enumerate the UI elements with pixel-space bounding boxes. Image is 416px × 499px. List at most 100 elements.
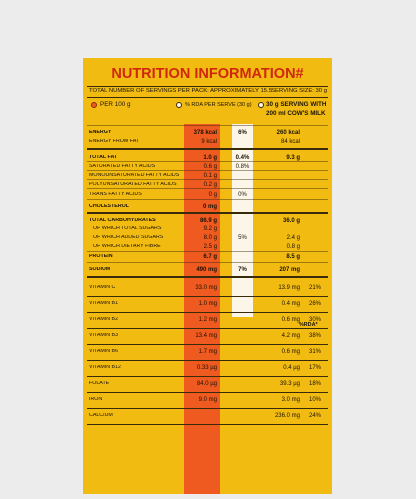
per-100g-value: 33.0 mg	[195, 285, 217, 291]
with-milk-rda-value: 38%	[308, 333, 321, 339]
nutrient-label: IRON	[89, 397, 103, 402]
nutrient-label: OF WHICH ADDED SUGARS	[93, 235, 164, 240]
divider	[87, 86, 328, 87]
nutrient-label: VITAMIN C	[89, 285, 116, 290]
with-milk-value: 2.4 g	[286, 235, 300, 241]
per-100g-value: 0.2 g	[203, 182, 217, 188]
row-divider	[87, 392, 328, 393]
nutrient-label: FOLATE	[89, 381, 110, 386]
row-divider	[87, 262, 328, 263]
with-milk-rda-value: 17%	[308, 365, 321, 371]
row-divider	[87, 344, 328, 345]
with-milk-value: 0.8 g	[286, 244, 300, 250]
nutrient-label: TOTAL FAT	[89, 155, 118, 160]
with-milk-value: 3.0 mg	[281, 397, 300, 403]
nutrient-label: ENERGY	[89, 130, 112, 135]
nutrient-label: VITAMIN B1	[89, 301, 119, 306]
rda-bullet-icon	[176, 102, 182, 108]
nutrient-label: SATURATED FATTY ACIDS	[89, 164, 156, 169]
nutrient-label: POLYUNSATURATED FATTY ACIDS	[89, 182, 177, 187]
with-milk-rda-value: 31%	[308, 349, 321, 355]
per-100g-value: 2.5 g	[203, 244, 217, 250]
rda-per-serve-value: 5%	[238, 235, 247, 241]
per-100g-value: 0.1 g	[203, 173, 217, 179]
with-milk-value: 4.2 mg	[281, 333, 300, 339]
per-100g-value: 86.9 g	[199, 218, 217, 224]
per-100g-value: 9.2 g	[203, 226, 217, 232]
nutrient-label: PROTEIN	[89, 254, 113, 259]
per-100g-value: 0 mg	[202, 204, 217, 210]
per-100g-value: 8.0 g	[203, 235, 217, 241]
row-divider	[87, 179, 328, 180]
per-100g-bullet-icon	[91, 102, 97, 108]
with-milk-value: 13.9 mg	[278, 285, 300, 291]
per-100g-column-band	[184, 124, 220, 494]
with-milk-value: 207 mg	[279, 267, 300, 273]
with-milk-rda-value: 21%	[308, 285, 321, 291]
with-milk-value: 9.3 g	[286, 155, 300, 161]
row-divider	[87, 212, 328, 214]
rda-per-serve-value: 0.8%	[235, 164, 250, 170]
with-milk-value: 36.0 g	[282, 218, 300, 224]
per-100g-value: 378 kcal	[193, 130, 217, 136]
row-divider	[87, 328, 328, 329]
with-milk-value: 84 kcal	[280, 139, 300, 145]
nutrient-label: SODIUM	[89, 267, 111, 272]
nutrient-label: OF WHICH TOTAL SUGARS	[93, 226, 162, 231]
with-milk-value: 0.6 mg	[281, 349, 300, 355]
with-milk-value: 0.6 mg	[281, 317, 300, 323]
with-milk-value: 260 kcal	[276, 130, 300, 136]
per-100g-value: 490 mg	[196, 267, 217, 273]
rda-per-serve-value: 7%	[238, 267, 247, 273]
nutrient-label: VITAMIN B3	[89, 333, 119, 338]
per-100g-value: 6.7 g	[203, 254, 217, 260]
per-100g-value: 9 kcal	[201, 139, 217, 145]
nutrition-panel: NUTRITION INFORMATION# TOTAL NUMBER OF S…	[83, 58, 332, 494]
with-milk-rda-value: 26%	[308, 301, 321, 307]
row-divider	[87, 148, 328, 150]
rda-column-band	[232, 124, 253, 317]
with-milk-value: 39.3 µg	[279, 381, 300, 387]
serving-size: SERVING SIZE: 30 g	[271, 88, 327, 94]
nutrient-label: OF WHICH DIETARY FIBRE	[93, 244, 161, 249]
divider	[87, 97, 328, 98]
column-header-rda: % RDA PER SERVE (30 g)	[185, 102, 252, 108]
row-divider	[87, 312, 328, 313]
per-100g-value: 84.0 µg	[196, 381, 217, 387]
rda-header: %RDA*	[299, 322, 318, 328]
row-divider	[87, 251, 328, 252]
nutrient-label: CALCIUM	[89, 413, 113, 418]
row-divider	[87, 360, 328, 361]
rda-per-serve-value: 0.4%	[235, 155, 250, 161]
with-milk-rda-value: 18%	[308, 381, 321, 387]
per-100g-value: 0 g	[208, 192, 217, 198]
per-100g-value: 1.0 g	[203, 155, 217, 161]
row-divider	[87, 424, 328, 425]
row-divider	[87, 376, 328, 377]
per-100g-value: 1.2 mg	[198, 317, 217, 323]
rda-per-serve-value: 6%	[238, 130, 247, 136]
nutrient-label: TOTAL CARBOHYDRATES	[89, 218, 156, 223]
per-100g-value: 9.0 mg	[198, 397, 217, 403]
nutrient-label: ENERGY FROM FAT	[89, 139, 140, 144]
with-milk-rda-value: 24%	[308, 413, 321, 419]
nutrient-label: VITAMIN B12	[89, 365, 121, 370]
panel-title: NUTRITION INFORMATION#	[111, 66, 304, 82]
row-divider	[87, 296, 328, 297]
row-divider	[87, 408, 328, 409]
with-milk-value: 236.0 mg	[274, 413, 300, 419]
rda-per-serve-value: 0%	[238, 192, 247, 198]
row-divider	[87, 170, 328, 171]
nutrient-label: MONOUNSATURATED FATTY ACIDS	[89, 173, 180, 178]
nutrient-label: VITAMIN B6	[89, 349, 119, 354]
row-divider	[87, 276, 328, 278]
column-header-with-milk-line1: 30 g SERVING WITH	[266, 101, 327, 108]
with-milk-value: 0.4 mg	[281, 301, 300, 307]
row-divider	[87, 125, 328, 126]
with-milk-value: 8.5 g	[286, 254, 300, 260]
per-100g-value: 0.33 µg	[196, 365, 217, 371]
per-100g-value: 1.0 mg	[198, 301, 217, 307]
column-header-per-100g: PER 100 g	[100, 101, 131, 108]
per-100g-value: 13.4 mg	[195, 333, 217, 339]
servings-per-pack: TOTAL NUMBER OF SERVINGS PER PACK: APPRO…	[89, 88, 272, 94]
